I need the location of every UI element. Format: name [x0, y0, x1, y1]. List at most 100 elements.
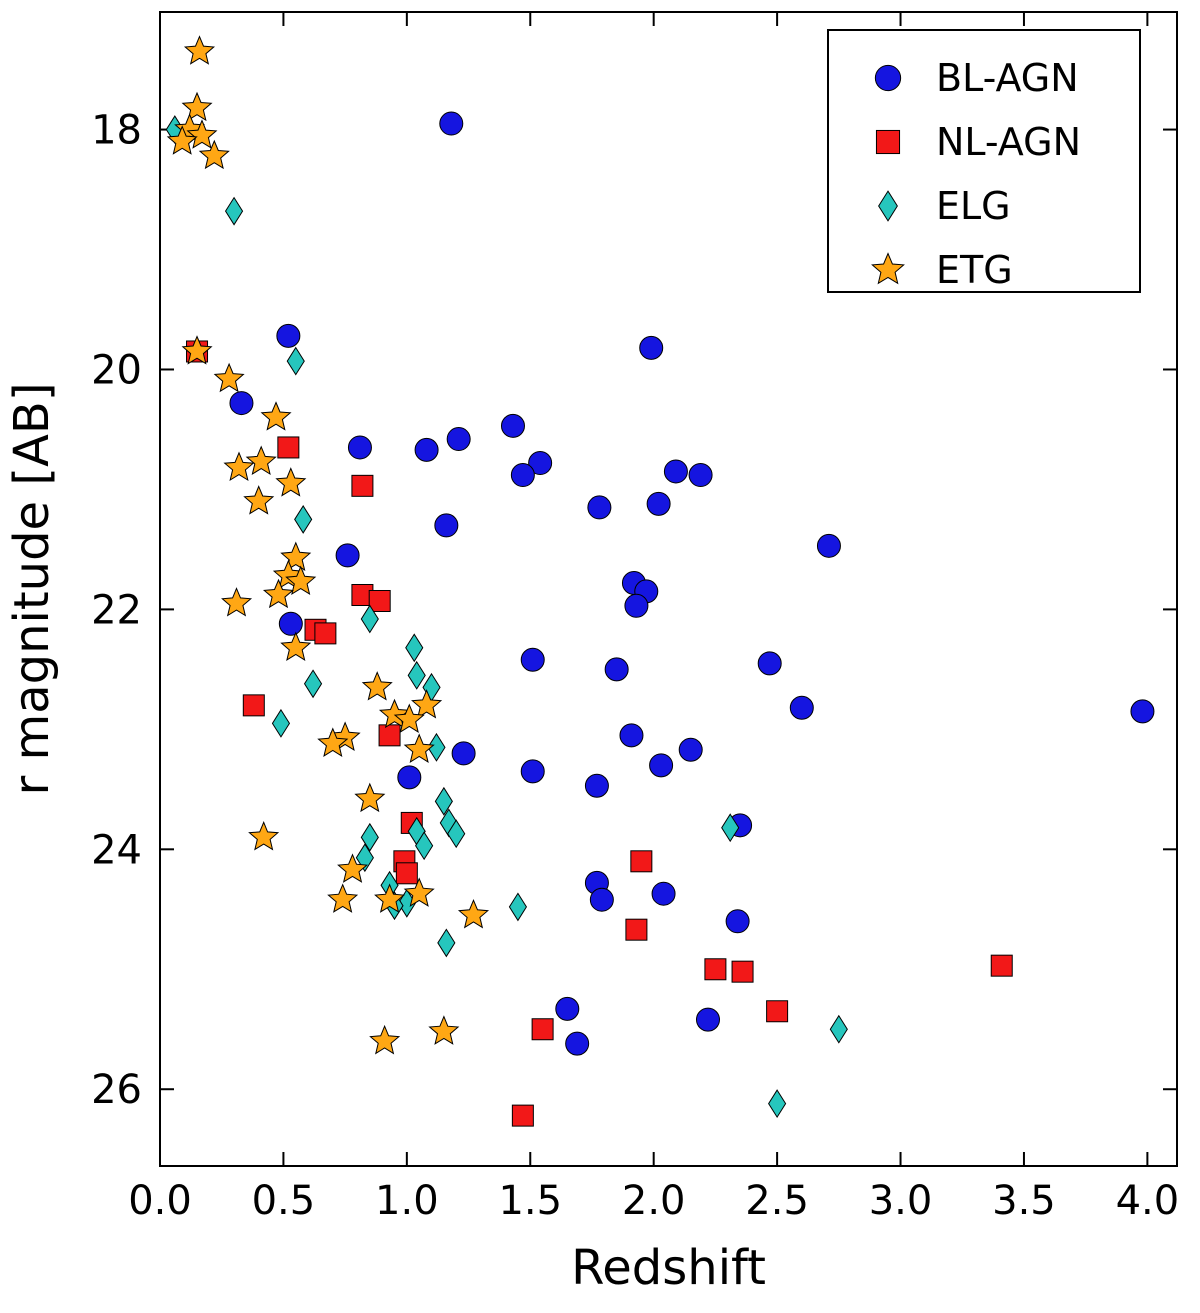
point-bl-agn — [500, 413, 525, 438]
point-nl-agn — [704, 958, 727, 981]
point-etg — [186, 119, 218, 149]
point-elg — [437, 928, 456, 958]
point-nl-agn — [351, 474, 374, 497]
point-elg — [427, 732, 446, 762]
point-etg — [327, 883, 359, 913]
point-bl-agn — [335, 543, 360, 568]
legend-label-bl-agn: BL-AGN — [936, 56, 1079, 100]
point-nl-agn — [625, 918, 648, 941]
point-etg — [374, 883, 406, 913]
point-elg — [224, 196, 244, 226]
point-etg — [183, 35, 216, 65]
point-etg — [198, 139, 230, 170]
point-elg — [294, 504, 313, 534]
point-bl-agn — [695, 1007, 720, 1032]
x-tick-label: 2.5 — [745, 1178, 809, 1224]
point-etg — [243, 485, 275, 515]
point-bl-agn — [555, 996, 580, 1021]
point-elg — [829, 1014, 848, 1044]
point-elg — [447, 819, 466, 849]
point-bl-agn — [278, 611, 303, 636]
point-bl-agn — [789, 695, 814, 720]
point-elg — [721, 813, 740, 843]
point-nl-agn — [378, 724, 401, 747]
point-nl-agn — [368, 589, 391, 612]
point-bl-agn — [510, 463, 535, 488]
point-nl-agn — [990, 954, 1013, 977]
x-tick-label: 3.5 — [992, 1178, 1056, 1224]
point-elg — [508, 892, 528, 922]
point-bl-agn — [663, 459, 688, 484]
point-nl-agn — [314, 622, 337, 645]
point-bl-agn — [624, 593, 649, 618]
y-tick-label: 26 — [91, 1067, 142, 1113]
point-etg — [223, 451, 255, 482]
point-etg — [181, 91, 213, 122]
point-nl-agn — [630, 850, 653, 873]
point-bl-agn — [397, 765, 422, 790]
point-etg — [166, 125, 198, 155]
point-elg — [768, 1089, 787, 1119]
point-etg — [213, 362, 245, 393]
point-etg — [337, 853, 369, 883]
point-etg — [411, 689, 443, 719]
point-bl-agn — [604, 657, 629, 682]
x-tick-label: 1.5 — [498, 1178, 562, 1224]
legend-label-nl-agn: NL-AGN — [936, 120, 1081, 164]
x-tick-label: 1.0 — [375, 1178, 439, 1224]
point-etg — [457, 899, 490, 929]
point-etg — [280, 631, 312, 661]
point-bl-agn — [649, 753, 674, 778]
point-etg — [369, 1024, 401, 1055]
point-bl-agn — [587, 495, 612, 520]
point-bl-agn — [276, 323, 301, 348]
point-bl-agn — [434, 513, 459, 538]
point-nl-agn — [531, 1018, 554, 1041]
point-bl-agn — [347, 435, 372, 460]
x-tick-label: 3.0 — [869, 1178, 933, 1224]
point-nl-agn — [395, 862, 418, 885]
point-elg — [415, 831, 434, 861]
x-tick-label: 0.0 — [128, 1178, 192, 1224]
point-etg — [285, 565, 317, 595]
legend-label-etg: ETG — [936, 248, 1013, 292]
x-tick-label: 4.0 — [1116, 1178, 1180, 1224]
point-bl-agn — [589, 887, 614, 912]
x-tick-label: 2.0 — [622, 1178, 686, 1224]
point-etg — [361, 671, 393, 701]
legend-marker-etg — [871, 252, 905, 285]
point-bl-agn — [646, 491, 671, 516]
point-elg — [303, 669, 323, 699]
point-bl-agn — [725, 909, 750, 934]
point-bl-agn — [619, 723, 644, 748]
point-bl-agn — [816, 533, 841, 558]
point-nl-agn — [731, 960, 754, 983]
point-etg — [403, 733, 435, 763]
point-etg — [260, 401, 292, 431]
point-bl-agn — [414, 437, 439, 462]
legend-marker-nl-agn — [875, 129, 901, 155]
point-bl-agn — [639, 335, 664, 360]
point-elg — [407, 660, 426, 690]
point-etg — [248, 820, 280, 851]
point-etg — [245, 445, 277, 476]
point-elg — [360, 822, 379, 852]
point-nl-agn — [242, 694, 265, 717]
point-bl-agn — [439, 111, 464, 136]
point-etg — [393, 703, 425, 733]
point-etg — [275, 467, 307, 497]
point-elg — [405, 633, 424, 663]
legend-label-elg: ELG — [936, 184, 1011, 228]
point-bl-agn — [520, 759, 545, 784]
point-etg — [403, 877, 435, 907]
y-axis-label: r magnitude [AB] — [4, 382, 60, 795]
point-etg — [221, 587, 253, 617]
point-bl-agn — [584, 773, 609, 798]
point-bl-agn — [757, 651, 782, 676]
point-bl-agn — [520, 647, 545, 672]
y-tick-label: 18 — [91, 108, 142, 154]
point-elg — [271, 708, 291, 738]
point-nl-agn — [511, 1104, 534, 1127]
point-elg — [286, 346, 305, 376]
